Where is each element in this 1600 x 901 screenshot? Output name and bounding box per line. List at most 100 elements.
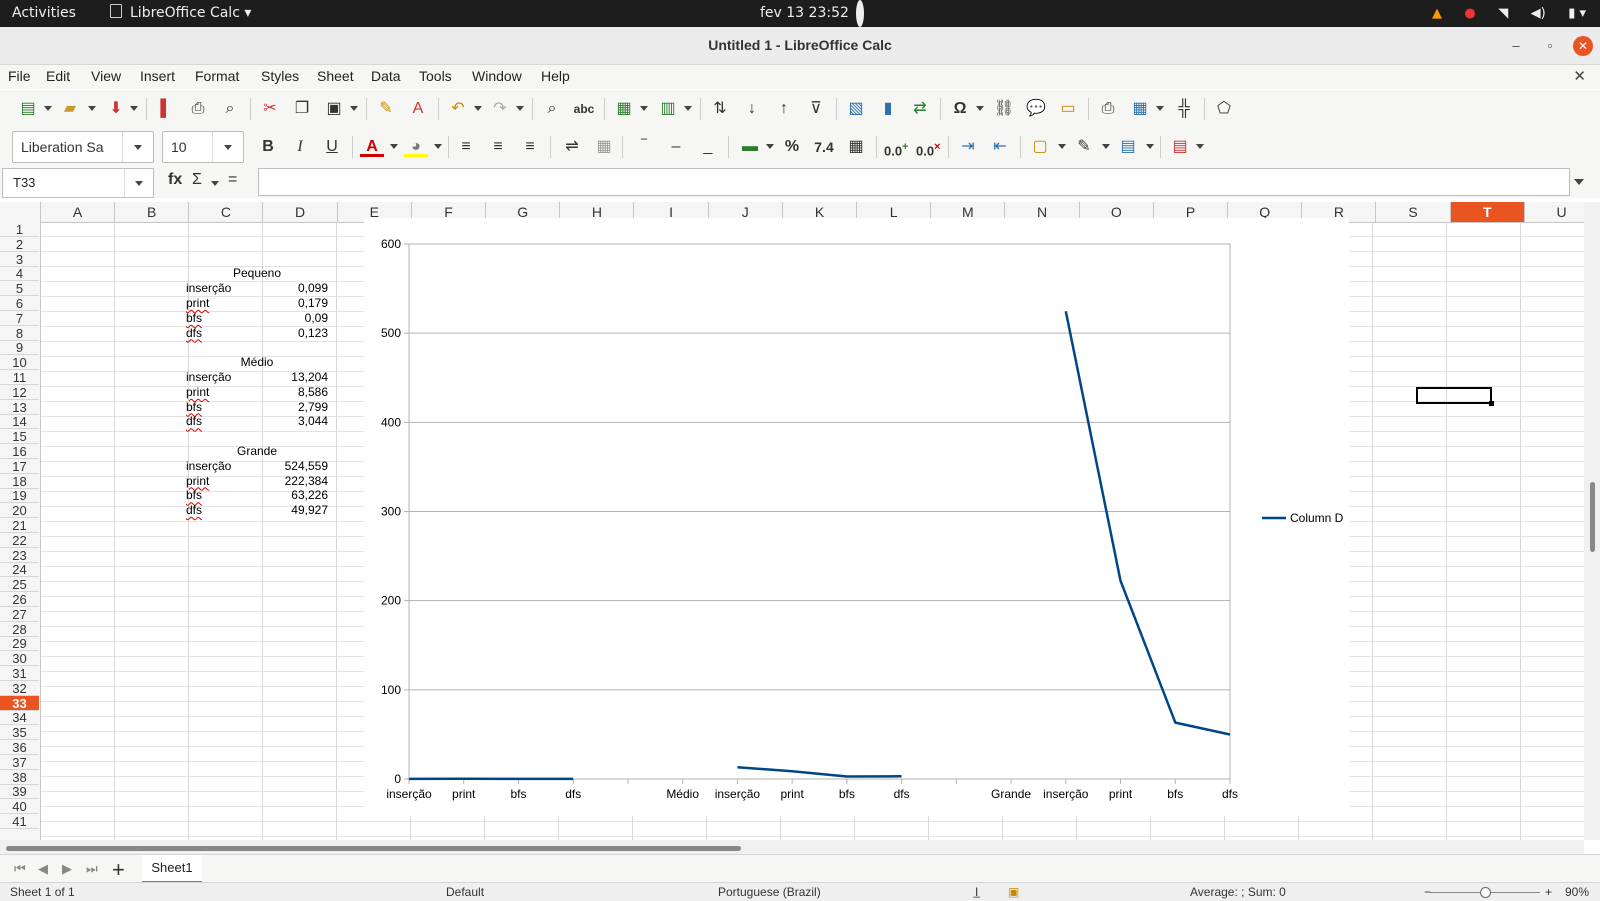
align-right-icon[interactable]: ≡ bbox=[518, 136, 542, 158]
row-header-7[interactable]: 7 bbox=[0, 311, 39, 326]
cell-c4[interactable]: Pequeno bbox=[185, 266, 329, 281]
undo-icon[interactable]: ↶ bbox=[446, 98, 470, 120]
row-header-20[interactable]: 20 bbox=[0, 503, 39, 518]
find-replace-icon[interactable]: ⌕ bbox=[540, 98, 564, 120]
borders-icon[interactable]: ▢ bbox=[1028, 136, 1052, 158]
row-header-6[interactable]: 6 bbox=[0, 296, 39, 311]
open-folder-icon[interactable]: ▰ bbox=[58, 98, 82, 120]
merge-cells-icon[interactable]: ▦ bbox=[592, 136, 616, 158]
formula-icon[interactable]: = bbox=[228, 171, 237, 189]
border-color-dropdown-icon[interactable] bbox=[1146, 144, 1154, 149]
font-name-box[interactable]: Liberation Sa bbox=[12, 131, 154, 163]
font-size-dropdown-icon[interactable] bbox=[212, 132, 243, 162]
save-dropdown-icon[interactable] bbox=[130, 106, 138, 111]
cell-d8[interactable]: 0,123 bbox=[259, 326, 328, 341]
highlight-dropdown-icon[interactable] bbox=[434, 144, 442, 149]
align-bottom-icon[interactable]: _ bbox=[696, 136, 720, 158]
column-header-s[interactable]: S bbox=[1377, 202, 1451, 222]
border-style-dropdown-icon[interactable] bbox=[1102, 144, 1110, 149]
last-sheet-icon[interactable]: ⏭ bbox=[86, 861, 98, 877]
cell-cursor[interactable] bbox=[1416, 387, 1492, 404]
add-sheet-icon[interactable]: + bbox=[112, 857, 125, 883]
row-header-31[interactable]: 31 bbox=[0, 666, 39, 681]
wifi-icon[interactable]: ◥ bbox=[1498, 6, 1508, 21]
row-header-40[interactable]: 40 bbox=[0, 799, 39, 814]
cell-c5[interactable]: inserção bbox=[186, 281, 258, 296]
italic-icon[interactable]: I bbox=[288, 136, 312, 158]
row-header-25[interactable]: 25 bbox=[0, 577, 39, 592]
conditional-dropdown-icon[interactable] bbox=[1196, 144, 1204, 149]
border-style-icon[interactable]: ✎ bbox=[1072, 136, 1096, 158]
row-header-16[interactable]: 16 bbox=[0, 444, 39, 459]
conditional-format-icon[interactable]: ▤ bbox=[1168, 136, 1192, 158]
paste-icon[interactable]: ▣ bbox=[322, 98, 346, 120]
cell-c12[interactable]: print bbox=[186, 385, 258, 400]
clear-formatting-icon[interactable]: A bbox=[406, 98, 430, 120]
menu-file[interactable]: File bbox=[8, 68, 31, 84]
sort-icon[interactable]: ⇅ bbox=[708, 98, 732, 120]
cell-c6[interactable]: print bbox=[186, 296, 258, 311]
battery-icon[interactable]: ▮ ▾ bbox=[1568, 6, 1586, 21]
cell-c18[interactable]: print bbox=[186, 474, 258, 489]
underline-icon[interactable]: U bbox=[320, 136, 344, 158]
row-header-27[interactable]: 27 bbox=[0, 607, 39, 622]
previous-sheet-icon[interactable]: ◀ bbox=[38, 861, 48, 877]
pivot-table-icon[interactable]: ⇄ bbox=[908, 98, 932, 120]
formula-input[interactable] bbox=[258, 168, 1570, 196]
split-window-icon[interactable]: ╬ bbox=[1172, 98, 1196, 120]
select-all-corner[interactable] bbox=[0, 202, 41, 222]
row-header-32[interactable]: 32 bbox=[0, 681, 39, 696]
vertical-scroll-thumb[interactable] bbox=[1590, 482, 1595, 552]
row-header-33[interactable]: 33 bbox=[0, 696, 39, 711]
row-header-14[interactable]: 14 bbox=[0, 414, 39, 429]
decrease-indent-icon[interactable]: ⇤ bbox=[988, 136, 1012, 158]
row-header-19[interactable]: 19 bbox=[0, 488, 39, 503]
clone-formatting-icon[interactable]: ✎ bbox=[374, 98, 398, 120]
row-header-22[interactable]: 22 bbox=[0, 533, 39, 548]
vertical-scrollbar[interactable] bbox=[1584, 202, 1600, 840]
row-header-5[interactable]: 5 bbox=[0, 281, 39, 296]
selection-mode-icon[interactable]: I̲ bbox=[975, 885, 978, 899]
menu-window[interactable]: Window bbox=[472, 68, 522, 84]
freeze-rows-columns-icon[interactable]: ▦ bbox=[1128, 98, 1152, 120]
cell-c17[interactable]: inserção bbox=[186, 459, 258, 474]
column-header-b[interactable]: B bbox=[115, 202, 189, 222]
row-header-34[interactable]: 34 bbox=[0, 710, 39, 725]
column-header-d[interactable]: D bbox=[264, 202, 338, 222]
increase-indent-icon[interactable]: ⇥ bbox=[956, 136, 980, 158]
cell-d13[interactable]: 2,799 bbox=[259, 400, 328, 415]
cell-c13[interactable]: bfs bbox=[186, 400, 258, 415]
cell-d20[interactable]: 49,927 bbox=[259, 503, 328, 518]
redo-dropdown-icon[interactable] bbox=[516, 106, 524, 111]
paste-dropdown-icon[interactable] bbox=[350, 106, 358, 111]
row-header-29[interactable]: 29 bbox=[0, 636, 39, 651]
name-box-dropdown-icon[interactable] bbox=[124, 169, 153, 197]
currency-format-icon[interactable]: ▬ bbox=[738, 136, 762, 158]
row-header-28[interactable]: 28 bbox=[0, 622, 39, 637]
row-header-37[interactable]: 37 bbox=[0, 755, 39, 770]
row-header-17[interactable]: 17 bbox=[0, 459, 39, 474]
function-wizard-icon[interactable]: fx bbox=[168, 171, 182, 189]
align-middle-icon[interactable]: – bbox=[664, 136, 688, 158]
menu-tools[interactable]: Tools bbox=[419, 68, 452, 84]
cell-d7[interactable]: 0,09 bbox=[259, 311, 328, 326]
language[interactable]: Portuguese (Brazil) bbox=[718, 885, 821, 899]
row-header-2[interactable]: 2 bbox=[0, 237, 39, 252]
open-dropdown-icon[interactable] bbox=[88, 106, 96, 111]
comment-icon[interactable]: 💬 bbox=[1024, 98, 1048, 120]
bold-icon[interactable]: B bbox=[256, 136, 280, 158]
cell-d18[interactable]: 222,384 bbox=[259, 474, 328, 489]
row-header-15[interactable]: 15 bbox=[0, 429, 39, 444]
font-size-box[interactable]: 10 bbox=[162, 131, 244, 163]
number-format-icon[interactable]: 7.4 bbox=[812, 136, 836, 158]
horizontal-scroll-thumb[interactable] bbox=[6, 846, 741, 851]
freeze-dropdown-icon[interactable] bbox=[1156, 106, 1164, 111]
row-header-10[interactable]: 10 bbox=[0, 355, 39, 370]
cell-d17[interactable]: 524,559 bbox=[259, 459, 328, 474]
row-header-21[interactable]: 21 bbox=[0, 518, 39, 533]
cell-c7[interactable]: bfs bbox=[186, 311, 258, 326]
row-header-39[interactable]: 39 bbox=[0, 784, 39, 799]
name-box[interactable]: T33 bbox=[2, 168, 154, 198]
activities-button[interactable]: Activities bbox=[12, 0, 76, 27]
